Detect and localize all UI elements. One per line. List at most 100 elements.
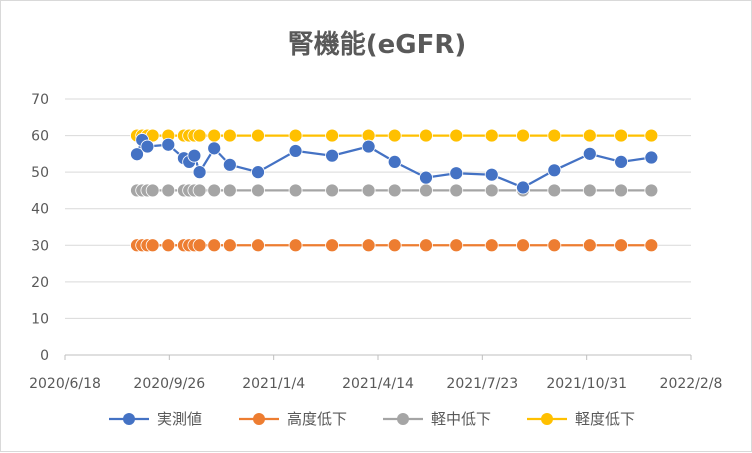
data-point [484,183,499,198]
data-point [582,183,597,198]
y-tick-label: 40 [31,202,49,218]
y-tick-label: 70 [31,92,49,108]
legend-label: 実測値 [157,410,202,428]
data-point [251,128,265,143]
data-point [484,238,499,253]
data-point [192,128,207,143]
data-point [516,128,530,143]
data-point [140,139,155,154]
data-point [644,183,659,198]
y-tick-label: 10 [31,311,49,327]
x-tick-label: 2021/7/23 [446,376,518,392]
legend-label: 軽度低下 [575,410,635,428]
data-point [361,139,376,154]
data-point [222,157,237,172]
data-point [145,183,160,198]
data-point [644,128,659,143]
data-point [325,148,339,163]
data-point [192,238,207,253]
series-1 [130,133,659,195]
data-point [547,238,562,253]
data-point [387,155,402,169]
data-point [288,128,303,143]
y-tick-label: 50 [31,165,49,181]
data-point [387,238,402,253]
legend-marker [397,413,409,425]
chart-title: 腎機能(eGFR) [288,29,467,60]
data-point [419,183,433,198]
data-point [222,183,237,198]
data-point [614,238,628,253]
data-point [251,238,265,253]
data-point [547,128,562,143]
data-point [288,238,303,253]
data-point [222,238,237,253]
legend-marker [123,413,135,425]
y-tick-label: 20 [31,275,49,291]
data-point [251,165,265,180]
y-tick-label: 60 [31,129,49,145]
data-point [419,170,433,185]
data-point [187,148,202,163]
x-tick-label: 2020/9/26 [133,376,205,392]
data-point [207,128,222,143]
data-point [614,155,628,169]
x-tick-label: 2021/1/4 [242,376,305,392]
data-point [161,137,176,152]
x-axis-ticks: 2020/6/18 2020/9/26 2021/1/4 2021/4/14 2021/… [29,355,722,392]
data-point [207,141,222,156]
data-point [644,238,659,253]
x-tick-label: 2021/10/31 [546,376,627,392]
x-tick-label: 2022/2/8 [660,376,723,392]
data-point [582,238,597,253]
data-point [516,238,530,253]
data-point [419,238,433,253]
data-point [547,163,562,178]
data-point [614,128,628,143]
data-point [484,128,499,143]
data-point [145,238,160,253]
series-3 [130,183,659,198]
data-point [516,180,530,195]
data-point [582,128,597,143]
data-point [449,166,464,181]
data-point [484,167,499,182]
data-point [449,183,464,198]
data-point [449,238,464,253]
data-point [161,238,176,253]
data-point [644,150,659,165]
data-point [288,183,303,198]
data-point [547,183,562,198]
x-tick-label: 2020/6/18 [29,376,101,392]
legend-marker [253,413,265,425]
data-point [361,238,376,253]
y-tick-label: 0 [40,348,49,364]
legend-label: 高度低下 [287,410,347,428]
data-point [192,183,207,198]
data-point [387,183,402,198]
data-point [325,238,339,253]
series-group [130,128,659,253]
legend-item: 実測値 [109,410,202,428]
legend-item: 軽度低下 [527,410,635,428]
data-point [130,147,144,162]
data-point [449,128,464,143]
legend-item: 高度低下 [239,410,347,428]
data-point [161,183,176,198]
legend: 実測値 高度低下 軽中低下 軽度低下 [109,410,635,428]
data-point [325,128,339,143]
data-point [387,128,402,143]
data-point [251,183,265,198]
series-2 [130,238,659,253]
data-point [419,128,433,143]
data-point [192,165,207,180]
data-point [614,183,628,198]
x-tick-label: 2021/4/14 [342,376,414,392]
data-point [288,144,303,158]
data-point [361,183,376,198]
y-axis-ticks: 0 10 20 30 40 50 60 70 [31,92,49,364]
data-point [582,146,597,161]
legend-marker [541,413,553,425]
